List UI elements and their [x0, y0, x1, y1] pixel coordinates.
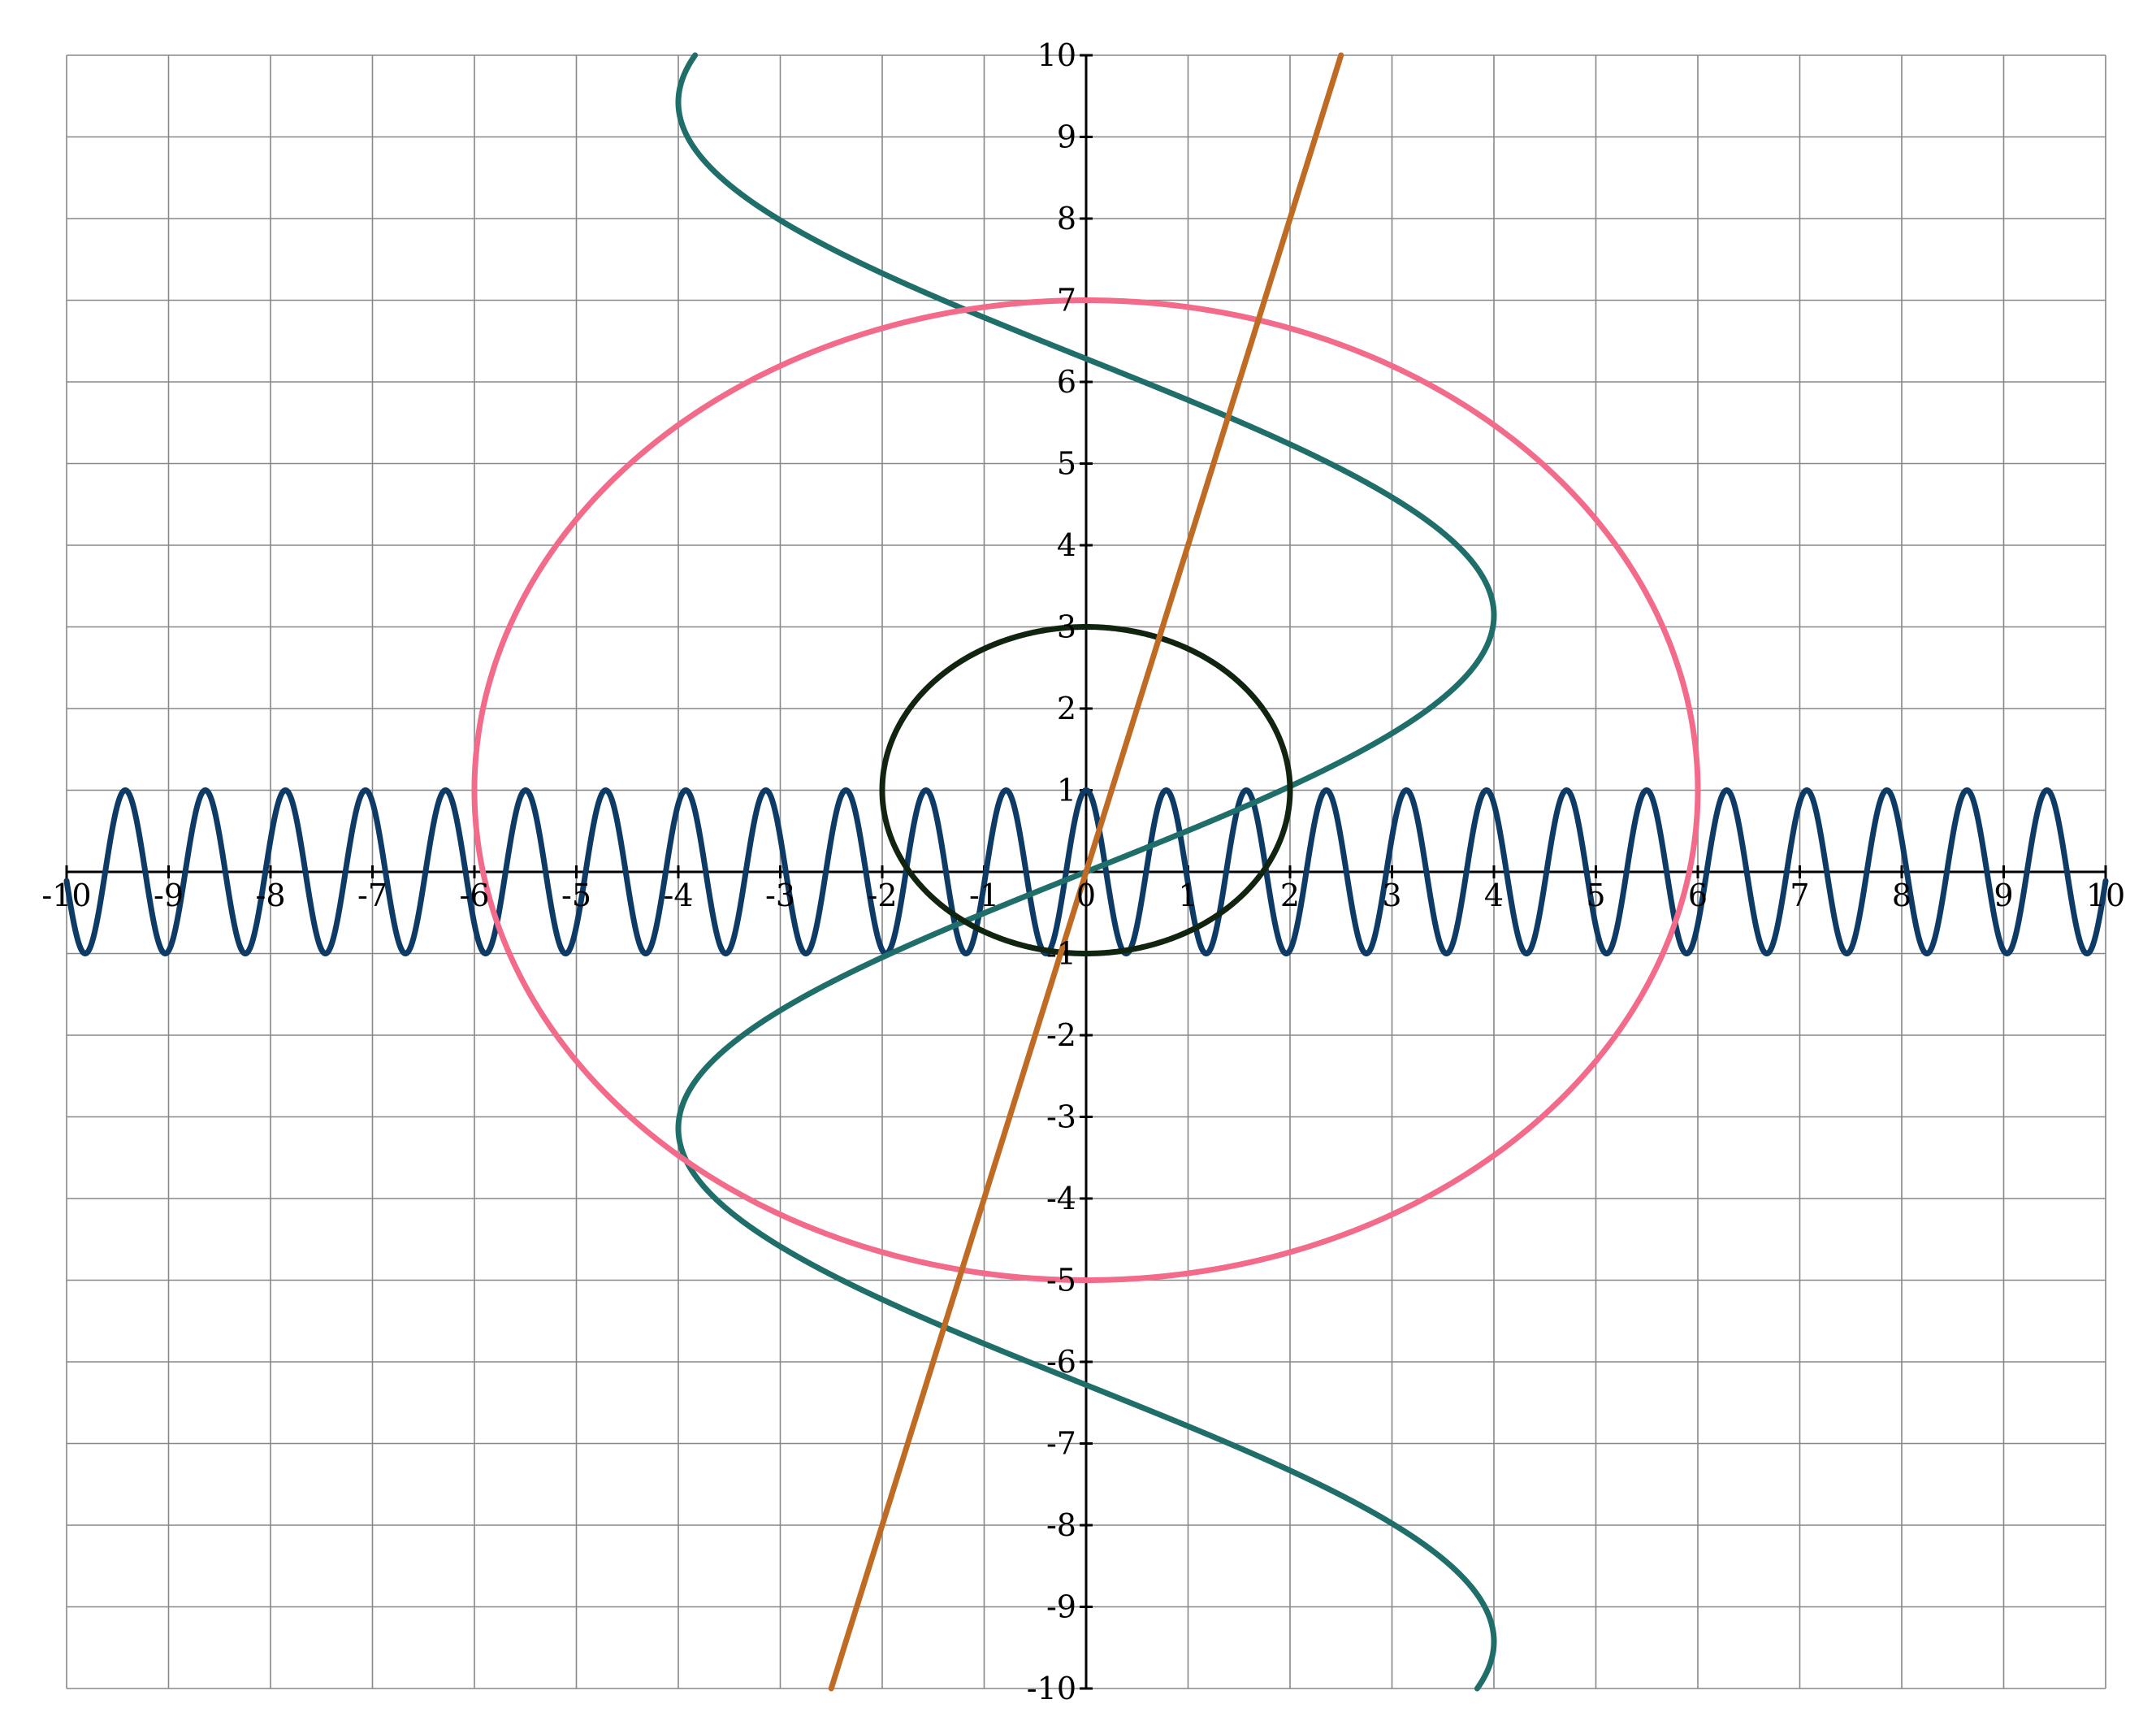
y-tick-label: 4 — [1057, 527, 1076, 563]
x-tick-label: 3 — [1382, 878, 1401, 913]
x-tick-label: -6 — [459, 878, 489, 913]
y-tick-label: 2 — [1057, 691, 1076, 726]
x-tick-label: -2 — [867, 878, 897, 913]
y-tick-label: 7 — [1057, 283, 1076, 319]
y-tick-label: 8 — [1057, 201, 1076, 236]
series-layer — [63, 52, 2109, 1692]
y-tick-label: -2 — [1046, 1017, 1076, 1053]
y-tick-label: 1 — [1057, 773, 1076, 808]
x-tick-label: 4 — [1484, 878, 1504, 913]
x-tick-label: -10 — [41, 878, 91, 913]
x-tick-label: -9 — [154, 878, 184, 913]
y-tick-label: -4 — [1046, 1181, 1076, 1216]
y-tick-label: -5 — [1046, 1263, 1076, 1298]
y-tick-label: 6 — [1057, 364, 1076, 400]
y-tick-label: 9 — [1057, 119, 1076, 155]
x-tick-label: 8 — [1892, 878, 1911, 913]
series-line-1 — [63, 787, 2109, 956]
x-tick-label: 6 — [1688, 878, 1708, 913]
x-tick-label: -1 — [969, 878, 999, 913]
y-tick-label: -7 — [1046, 1426, 1076, 1462]
tick-labels: -10 -9 -8 -7 -6 -5 -4 -3 -2 -1 0 1 2 3 4 5 6 7 8 9 10-10-9-8… — [41, 37, 2125, 1706]
x-tick-label: 10 — [2086, 878, 2125, 913]
y-tick-label: 5 — [1057, 446, 1076, 482]
y-tick-label: 10 — [1037, 37, 1076, 73]
y-tick-label: -10 — [1027, 1671, 1076, 1706]
x-tick-label: 2 — [1280, 878, 1300, 913]
x-tick-label: -7 — [357, 878, 387, 913]
x-tick-label: 0 — [1076, 878, 1096, 913]
y-tick-label: -1 — [1046, 936, 1076, 972]
x-tick-label: 7 — [1790, 878, 1809, 913]
x-tick-label: -4 — [663, 878, 693, 913]
y-tick-label: 3 — [1057, 609, 1076, 645]
x-tick-label: 1 — [1178, 878, 1197, 913]
x-tick-label: -8 — [255, 878, 285, 913]
series-line-3 — [471, 297, 1701, 1283]
series-line-5 — [828, 52, 1344, 1692]
y-tick-label: -3 — [1046, 1099, 1076, 1135]
y-tick-label: -8 — [1046, 1507, 1076, 1543]
series-line-4 — [879, 624, 1293, 956]
x-tick-label: -3 — [765, 878, 795, 913]
x-tick-label: 9 — [1994, 878, 2013, 913]
x-tick-label: 5 — [1586, 878, 1605, 913]
y-tick-label: -6 — [1046, 1344, 1076, 1380]
y-tick-label: -9 — [1046, 1589, 1076, 1625]
x-tick-label: -5 — [561, 878, 591, 913]
